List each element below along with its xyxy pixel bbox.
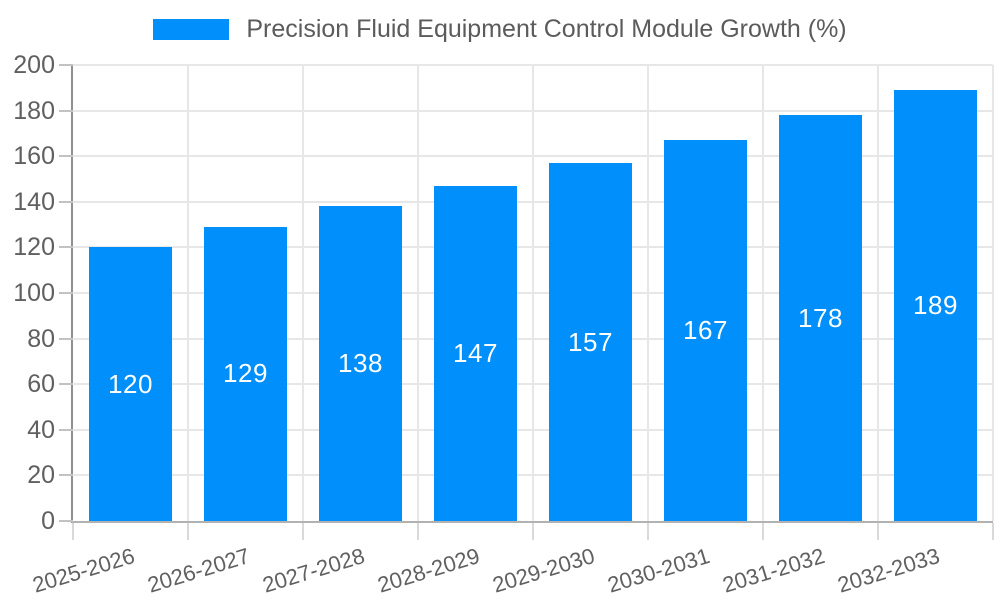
x-tick-mark [72, 523, 74, 540]
y-tick-label: 100 [13, 279, 55, 307]
x-tick-label: 2025-2026 [29, 543, 138, 598]
x-tick-label: 2032-2033 [834, 543, 943, 598]
gridline-vertical [417, 65, 419, 521]
x-tick-label: 2029-2030 [489, 543, 598, 598]
x-tick-label: 2026-2027 [144, 543, 253, 598]
x-tick-mark [992, 523, 994, 540]
bar-value-label: 147 [453, 337, 498, 368]
legend-label: Precision Fluid Equipment Control Module… [246, 14, 847, 43]
x-axis-line [72, 521, 993, 523]
y-tick-label: 180 [13, 96, 55, 125]
y-tick-mark [59, 383, 73, 386]
bar-value-label: 167 [683, 315, 728, 346]
bar-2031-2032[interactable]: 178 [779, 115, 862, 521]
bar-value-label: 178 [798, 302, 843, 333]
x-tick-label: 2027-2028 [259, 543, 368, 598]
bar-value-label: 189 [913, 290, 958, 321]
y-tick-mark [59, 337, 73, 340]
y-tick-mark [59, 474, 73, 477]
bar-value-label: 157 [568, 326, 613, 357]
y-tick-label: 20 [27, 461, 55, 490]
plot-area: 120 2025-2026 129 2026-2027 138 2027-2028 147 2… [30, 64, 994, 598]
y-tick-mark [59, 64, 73, 66]
gridline-vertical [877, 65, 879, 521]
x-tick-label: 2028-2029 [374, 543, 483, 598]
x-tick-mark [302, 523, 304, 540]
x-tick-mark [877, 523, 879, 540]
x-tick-mark [647, 523, 649, 540]
y-tick-mark [59, 246, 73, 249]
legend-swatch [153, 18, 230, 40]
y-tick-mark [59, 520, 73, 522]
y-tick-label: 160 [13, 142, 55, 171]
bar-2025-2026[interactable]: 120 [89, 247, 172, 521]
x-tick-mark [762, 523, 764, 540]
x-tick-label: 2030-2031 [604, 543, 713, 598]
bar-2027-2028[interactable]: 138 [319, 206, 402, 521]
y-tick-mark [59, 109, 73, 112]
gridline-vertical [647, 65, 649, 521]
bar-2029-2030[interactable]: 157 [549, 163, 632, 521]
y-tick-mark [59, 200, 73, 203]
bar-value-label: 120 [108, 368, 153, 399]
legend[interactable]: Precision Fluid Equipment Control Module… [0, 14, 1000, 43]
x-tick-mark [417, 523, 419, 540]
gridline-vertical [992, 65, 994, 521]
gridline-vertical [762, 65, 764, 521]
gridline-vertical [532, 65, 534, 521]
y-tick-mark [59, 155, 73, 158]
bar-2032-2033[interactable]: 189 [894, 90, 977, 521]
bar-2026-2027[interactable]: 129 [204, 226, 287, 521]
bar-2030-2031[interactable]: 167 [664, 140, 747, 521]
bar-value-label: 129 [223, 358, 268, 389]
y-tick-label: 140 [13, 187, 55, 216]
y-tick-label: 200 [13, 51, 55, 79]
y-tick-mark [59, 292, 73, 294]
x-tick-label: 2031-2032 [719, 543, 828, 598]
gridline-vertical [302, 65, 304, 521]
x-tick-mark [187, 523, 189, 540]
bar-2028-2029[interactable]: 147 [434, 185, 517, 521]
y-tick-label: 40 [27, 415, 55, 444]
y-axis-line [71, 65, 73, 523]
y-tick-mark [59, 428, 73, 431]
y-tick-label: 0 [41, 507, 55, 535]
x-tick-mark [532, 523, 534, 540]
gridline-vertical [187, 65, 189, 521]
bar-value-label: 138 [338, 348, 383, 379]
y-tick-label: 80 [27, 324, 55, 353]
y-tick-label: 120 [13, 233, 55, 262]
y-tick-label: 60 [27, 370, 55, 399]
